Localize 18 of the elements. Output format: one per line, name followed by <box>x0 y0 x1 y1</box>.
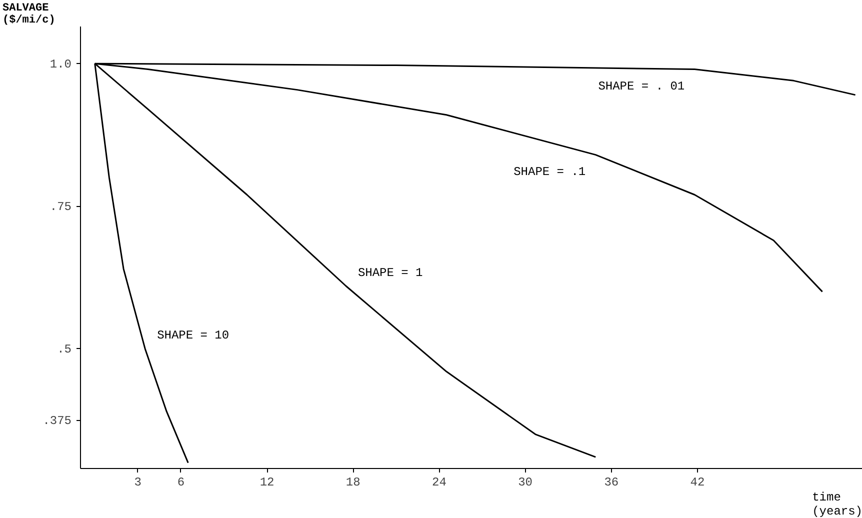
x-tick-label: 36 <box>604 476 619 490</box>
x-tick-label: 3 <box>134 476 142 490</box>
x-tick-label: 30 <box>518 476 533 490</box>
x-axis-title: time (years) <box>812 490 862 518</box>
x-tick-label: 6 <box>177 476 185 490</box>
series-label: SHAPE = . 01 <box>598 79 685 94</box>
x-tick-label: 24 <box>432 476 446 490</box>
y-tick-label: .5 <box>57 342 72 357</box>
y-axis-title: SALVAGE ($/mi/c) <box>2 2 56 26</box>
series-label: SHAPE = 1 <box>358 266 423 280</box>
series-label: SHAPE = 10 <box>157 328 230 343</box>
x-tick-label: 18 <box>346 476 360 490</box>
x-tick-label: 42 <box>690 476 705 490</box>
series-label: SHAPE = .1 <box>514 164 586 179</box>
y-tick-label: .75 <box>50 200 72 214</box>
x-tick-label: 12 <box>260 476 274 490</box>
y-tick-label: 1.0 <box>50 58 72 72</box>
y-tick-label: .375 <box>42 414 72 428</box>
